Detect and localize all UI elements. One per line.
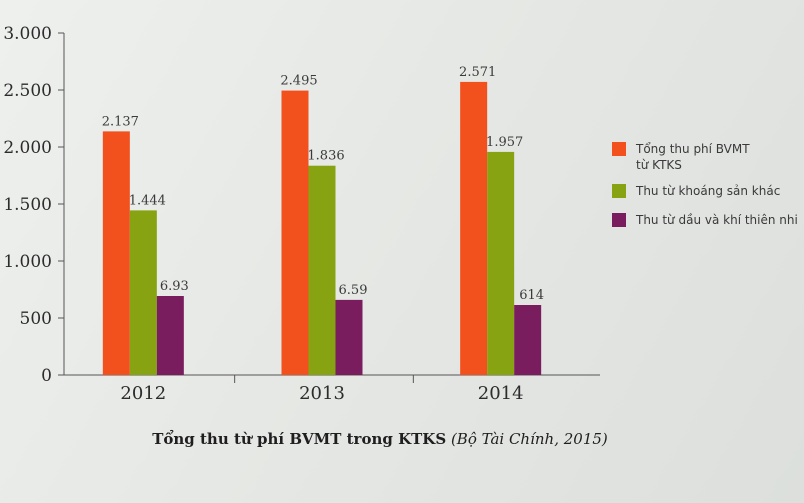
data-label: 1.836 — [307, 149, 344, 164]
legend-swatch — [612, 213, 626, 227]
x-tick-label: 2012 — [120, 383, 166, 404]
y-tick-label: 3.000 — [3, 24, 52, 44]
data-label: 2.571 — [459, 65, 496, 80]
data-label: 2.137 — [102, 114, 139, 129]
data-label: 614 — [519, 288, 544, 303]
bar — [281, 90, 309, 375]
x-tick-label: 2013 — [299, 383, 345, 404]
bar — [335, 299, 363, 375]
data-label: 6.59 — [339, 283, 368, 298]
legend-label: Thu từ khoáng sản khác — [635, 184, 780, 198]
legend-label: Thu từ dầu và khí thiên nhi — [635, 213, 798, 227]
bar-chart: 0 500 1.000 1.500 2.000 2.500 3.000 2012 2013 201… — [3, 24, 798, 404]
bar — [156, 295, 184, 375]
x-tick-label: 2014 — [478, 383, 524, 404]
legend-swatch — [612, 184, 626, 198]
legend-label: từ KTKS — [636, 158, 682, 172]
y-tick-label: 1.000 — [3, 252, 52, 272]
bar — [129, 210, 157, 375]
data-label: 6.93 — [160, 279, 189, 294]
y-tick-label: 2.500 — [3, 81, 52, 101]
caption-title: Tổng thu từ phí BVMT trong KTKS — [152, 430, 447, 448]
y-tick-label: 0 — [41, 366, 52, 386]
data-label: 2.495 — [280, 74, 317, 89]
chart-caption: Tổng thu từ phí BVMT trong KTKS (Bộ Tài … — [0, 430, 760, 448]
bar — [487, 151, 515, 375]
legend-label: Tổng thu phí BVMT — [635, 142, 750, 156]
y-tick-label: 500 — [20, 309, 52, 329]
chart-axes: 0 500 1.000 1.500 2.000 2.500 3.000 2012 2013 201… — [3, 24, 600, 404]
legend-swatch — [612, 142, 626, 156]
bar — [102, 131, 130, 375]
data-label: 1.444 — [129, 193, 166, 208]
data-label: 1.957 — [486, 135, 523, 150]
bar — [308, 165, 336, 375]
bar — [514, 305, 542, 375]
y-tick-label: 2.000 — [3, 138, 52, 158]
chart-legend: Tổng thu phí BVMT từ KTKS Thu từ khoáng sả… — [612, 142, 798, 227]
bar — [460, 81, 488, 375]
caption-source: (Bộ Tài Chính, 2015) — [450, 430, 608, 448]
y-tick-label: 1.500 — [3, 195, 52, 215]
chart-bars: 2.137 1.444 6.93 2.495 1.836 6.59 2.571 1.957 61… — [102, 65, 544, 375]
